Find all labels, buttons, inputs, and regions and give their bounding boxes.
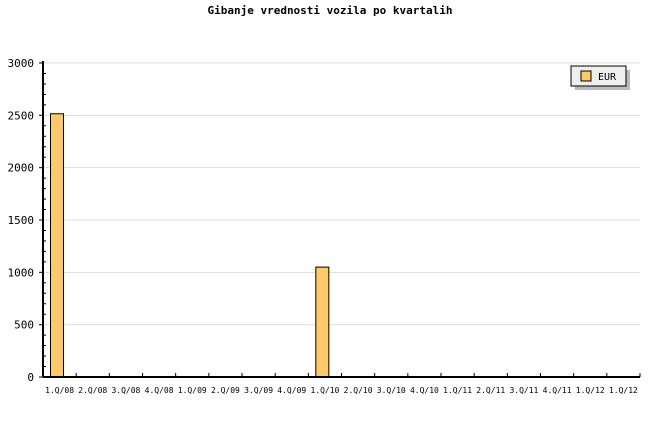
- y-tick-label: 500: [14, 319, 34, 332]
- x-tick-label: 4.Q/09: [277, 386, 306, 395]
- x-tick-label: 1.Q/12: [609, 386, 638, 395]
- y-tick-label: 2500: [8, 109, 35, 122]
- x-tick-label: 2.Q/09: [211, 386, 240, 395]
- bar: [315, 266, 330, 378]
- x-tick-label: 1.Q/11: [443, 386, 472, 395]
- chart-title: Gibanje vrednosti vozila po kvartalih: [207, 4, 453, 17]
- x-tick-label: 1.Q/10: [310, 386, 339, 395]
- x-tick-label: 3.Q/08: [111, 386, 140, 395]
- x-tick-label: 1.Q/12: [576, 386, 605, 395]
- y-tick-label: 3000: [8, 57, 35, 70]
- x-tick-label: 3.Q/10: [377, 386, 406, 395]
- y-tick-label: 1500: [8, 214, 35, 227]
- x-tick-label: 4.Q/10: [410, 386, 439, 395]
- x-tick-label: 4.Q/08: [145, 386, 174, 395]
- x-tick-label: 1.Q/08: [45, 386, 74, 395]
- legend-label: EUR: [598, 72, 617, 83]
- x-tick-label: 2.Q/11: [476, 386, 505, 395]
- legend-swatch: [580, 70, 592, 82]
- x-tick-label: 3.Q/11: [509, 386, 538, 395]
- y-tick-label: 1000: [8, 266, 35, 279]
- x-tick-label: 1.Q/09: [178, 386, 207, 395]
- y-tick-label: 0: [27, 371, 34, 384]
- bar: [50, 113, 64, 378]
- y-tick-label: 2000: [8, 162, 35, 175]
- x-tick-label: 4.Q/11: [543, 386, 572, 395]
- x-tick-label: 2.Q/10: [344, 386, 373, 395]
- x-tick-label: 3.Q/09: [244, 386, 273, 395]
- x-tick-label: 2.Q/08: [78, 386, 107, 395]
